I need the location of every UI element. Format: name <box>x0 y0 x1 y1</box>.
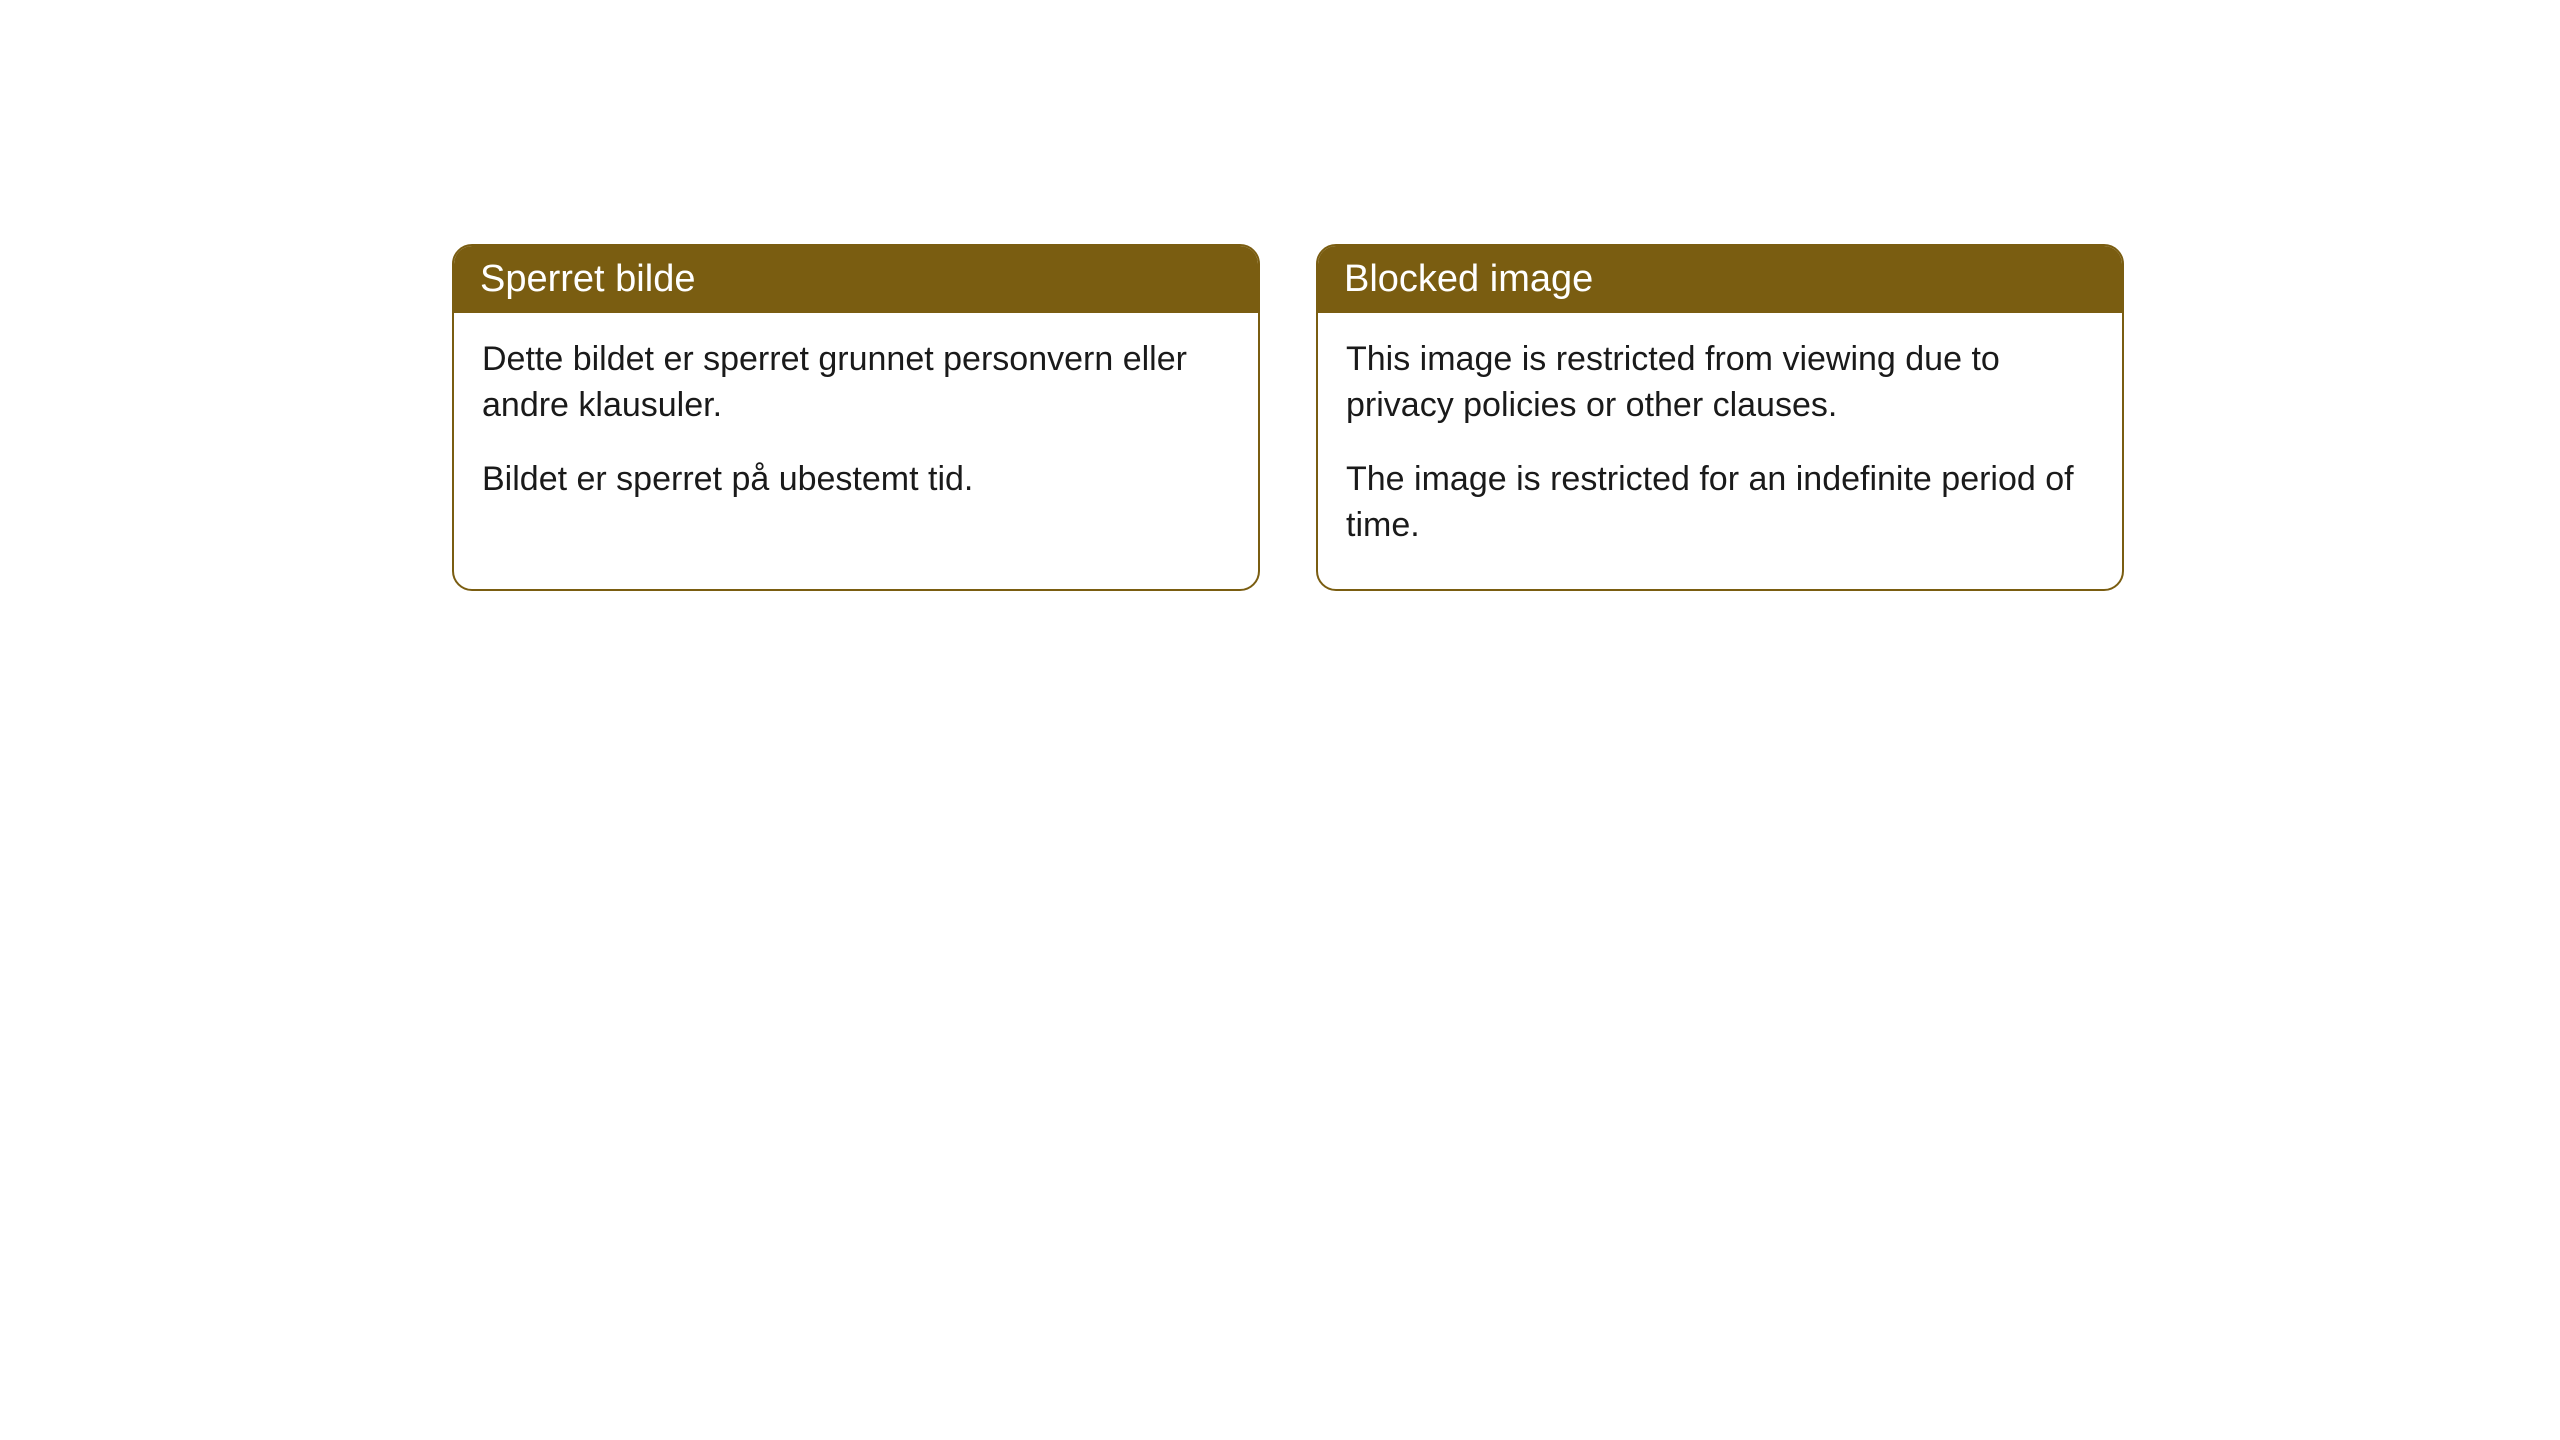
card-body-no: Dette bildet er sperret grunnet personve… <box>454 313 1258 543</box>
card-header-no: Sperret bilde <box>454 246 1258 313</box>
card-paragraph-en-1: This image is restricted from viewing du… <box>1346 337 2094 429</box>
card-title-en: Blocked image <box>1344 258 1593 300</box>
card-paragraph-en-2: The image is restricted for an indefinit… <box>1346 457 2094 549</box>
card-header-en: Blocked image <box>1318 246 2122 313</box>
card-title-no: Sperret bilde <box>480 258 695 300</box>
blocked-image-card-en: Blocked image This image is restricted f… <box>1316 244 2124 591</box>
blocked-image-card-no: Sperret bilde Dette bildet er sperret gr… <box>452 244 1260 591</box>
cards-container: Sperret bilde Dette bildet er sperret gr… <box>0 0 2560 591</box>
card-paragraph-no-1: Dette bildet er sperret grunnet personve… <box>482 337 1230 429</box>
card-paragraph-no-2: Bildet er sperret på ubestemt tid. <box>482 457 1230 503</box>
card-body-en: This image is restricted from viewing du… <box>1318 313 2122 589</box>
